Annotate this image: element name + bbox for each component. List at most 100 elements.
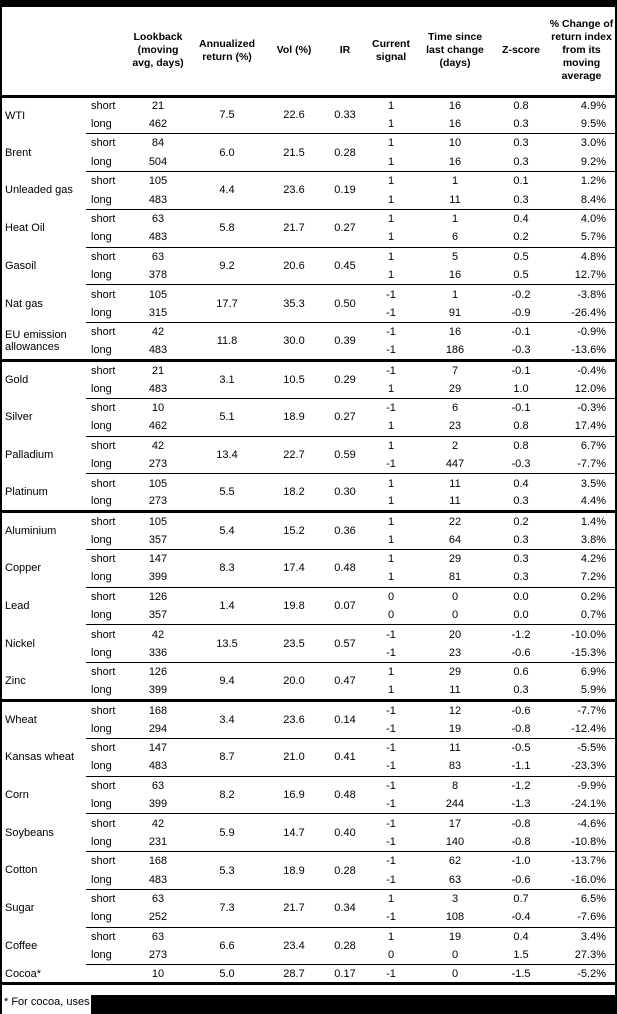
vol-value: 18.2: [264, 473, 324, 512]
commodity-name-cell: Gasoil: [5, 259, 37, 272]
signal-value: 1: [387, 193, 395, 206]
pct-change-value: -10.0%: [548, 624, 615, 644]
time-since-value: 16: [416, 322, 494, 342]
pct-change-value: 6.7%: [548, 435, 615, 455]
lookback-value: 42: [126, 813, 190, 833]
vol-value: 20.0: [264, 662, 324, 701]
zscore-value: 0.3: [513, 533, 529, 546]
annualized-return-value: 8.7: [190, 737, 264, 777]
time-since-value: 29: [416, 662, 494, 682]
zscore-value: -0.3: [511, 344, 531, 357]
signal-value: 1: [387, 118, 395, 131]
pct-change-value: 3.4%: [548, 926, 615, 947]
time-since-value: 140: [445, 835, 465, 848]
period-label: short: [86, 435, 126, 455]
annualized-return-value: 5.8: [190, 208, 264, 248]
pct-change-value: -5.5%: [548, 737, 615, 758]
signal-value: 1: [387, 420, 395, 433]
signal-value: -1: [366, 322, 416, 342]
time-since-value: 6: [416, 397, 494, 418]
commodity-name-cell: Heat Oil: [5, 222, 45, 235]
period-label: long: [91, 495, 112, 508]
table-row: long 483 -1 186 -0.3 -13.6%: [2, 342, 615, 361]
signal-value: 1: [366, 435, 416, 455]
period-label: long: [91, 306, 112, 319]
table-row: EU emission allowances short 42 11.8 30.0 0.3…: [2, 322, 615, 361]
table-row: long 231 -1 140 -0.8 -10.8%: [2, 833, 615, 852]
lookback-value: 294: [148, 722, 168, 735]
signal-value: -1: [386, 760, 396, 773]
pct-change-value: 4.9%: [580, 100, 606, 113]
annualized-return-value: 13.4: [190, 435, 264, 474]
table-row: long 315 -1 91 -0.9 -26.4%: [2, 304, 615, 323]
time-since-value: 10: [416, 133, 494, 153]
period-label: long: [91, 571, 112, 584]
pct-change-value: -4.6%: [548, 813, 615, 833]
lookback-value: 42: [126, 435, 190, 455]
header-commodity: [2, 7, 86, 98]
period-label: short: [86, 510, 126, 531]
lookback-value: 105: [126, 473, 190, 493]
zscore-value: -0.3: [511, 458, 531, 471]
signal-value: -1: [386, 722, 396, 735]
pct-change-value: -15.3%: [571, 647, 606, 660]
ir-value: 0.19: [324, 171, 366, 210]
period-label: [86, 964, 126, 984]
header-time-since-last-change: Time since last change (days): [416, 7, 494, 98]
lookback-value: 63: [126, 208, 190, 229]
time-since-value: 16: [448, 100, 462, 113]
lookback-value: 84: [126, 133, 190, 153]
lookback-value: 273: [148, 949, 168, 962]
lookback-value: 42: [126, 322, 190, 342]
table-row: Aluminium short 105 5.4 15.2 0.36 1 22 0.2 1.4%: [2, 510, 615, 550]
signal-value: 1: [387, 533, 395, 546]
pct-change-value: 4.0%: [548, 208, 615, 229]
zscore-value: -1.2: [494, 775, 548, 795]
table-row: long 378 1 16 0.5 12.7%: [2, 266, 615, 285]
ir-value: 0.17: [324, 964, 366, 984]
commodity-name-cell: Nickel: [5, 637, 35, 650]
lookback-value: 105: [126, 284, 190, 304]
table-row: Nat gas short 105 17.7 35.3 0.50 -1 1 -0.2 -3.8%: [2, 284, 615, 323]
vol-value: 22.6: [283, 109, 305, 122]
period-label: long: [91, 684, 112, 697]
time-since-value: 5: [416, 246, 494, 267]
lookback-value: 168: [126, 851, 190, 871]
vol-value: 19.8: [264, 586, 324, 625]
lookback-value: 63: [126, 926, 190, 947]
time-since-value: 12: [416, 699, 494, 720]
period-label: long: [91, 911, 112, 924]
time-since-value: 0: [451, 949, 459, 962]
commodity-table-body: WTI short 21 7.5 22.6 0.33 1 16 0.8 4.9% long 462 1 1…: [2, 96, 615, 984]
lookback-value: 483: [148, 873, 168, 886]
zscore-value: -0.6: [511, 873, 531, 886]
pct-change-value: -13.6%: [571, 344, 606, 357]
lookback-value: 483: [148, 193, 168, 206]
table-row: Silver short 10 5.1 18.9 0.27 -1 6 -0.1 -0.3%: [2, 397, 615, 437]
signal-value: -1: [386, 458, 396, 471]
signal-value: -1: [366, 813, 416, 833]
period-label: long: [91, 231, 112, 244]
pct-change-value: 27.3%: [574, 949, 606, 962]
time-since-value: 3: [416, 888, 494, 909]
vol-value: 30.0: [264, 322, 324, 361]
commodity-name-cell: Nat gas: [5, 297, 43, 310]
header-vol: Vol (%): [264, 7, 324, 98]
lookback-value: 504: [148, 155, 168, 168]
pct-change-value: 3.8%: [580, 533, 606, 546]
period-label: short: [86, 586, 126, 607]
time-since-value: 83: [448, 760, 462, 773]
lookback-value: 462: [148, 118, 168, 131]
table-row: long 252 -1 108 -0.4 -7.6%: [2, 908, 615, 927]
pct-change-value: -24.1%: [571, 798, 606, 811]
annualized-return-value: 5.3: [190, 851, 264, 890]
lookback-value: 252: [148, 911, 168, 924]
period-label: short: [91, 100, 116, 113]
zscore-value: 0.2: [513, 231, 529, 244]
ir-value: 0.40: [324, 813, 366, 852]
time-since-value: 17: [416, 813, 494, 833]
table-row: long 294 -1 19 -0.8 -12.4%: [2, 719, 615, 738]
time-since-value: 11: [449, 495, 461, 508]
period-label: short: [86, 322, 126, 342]
